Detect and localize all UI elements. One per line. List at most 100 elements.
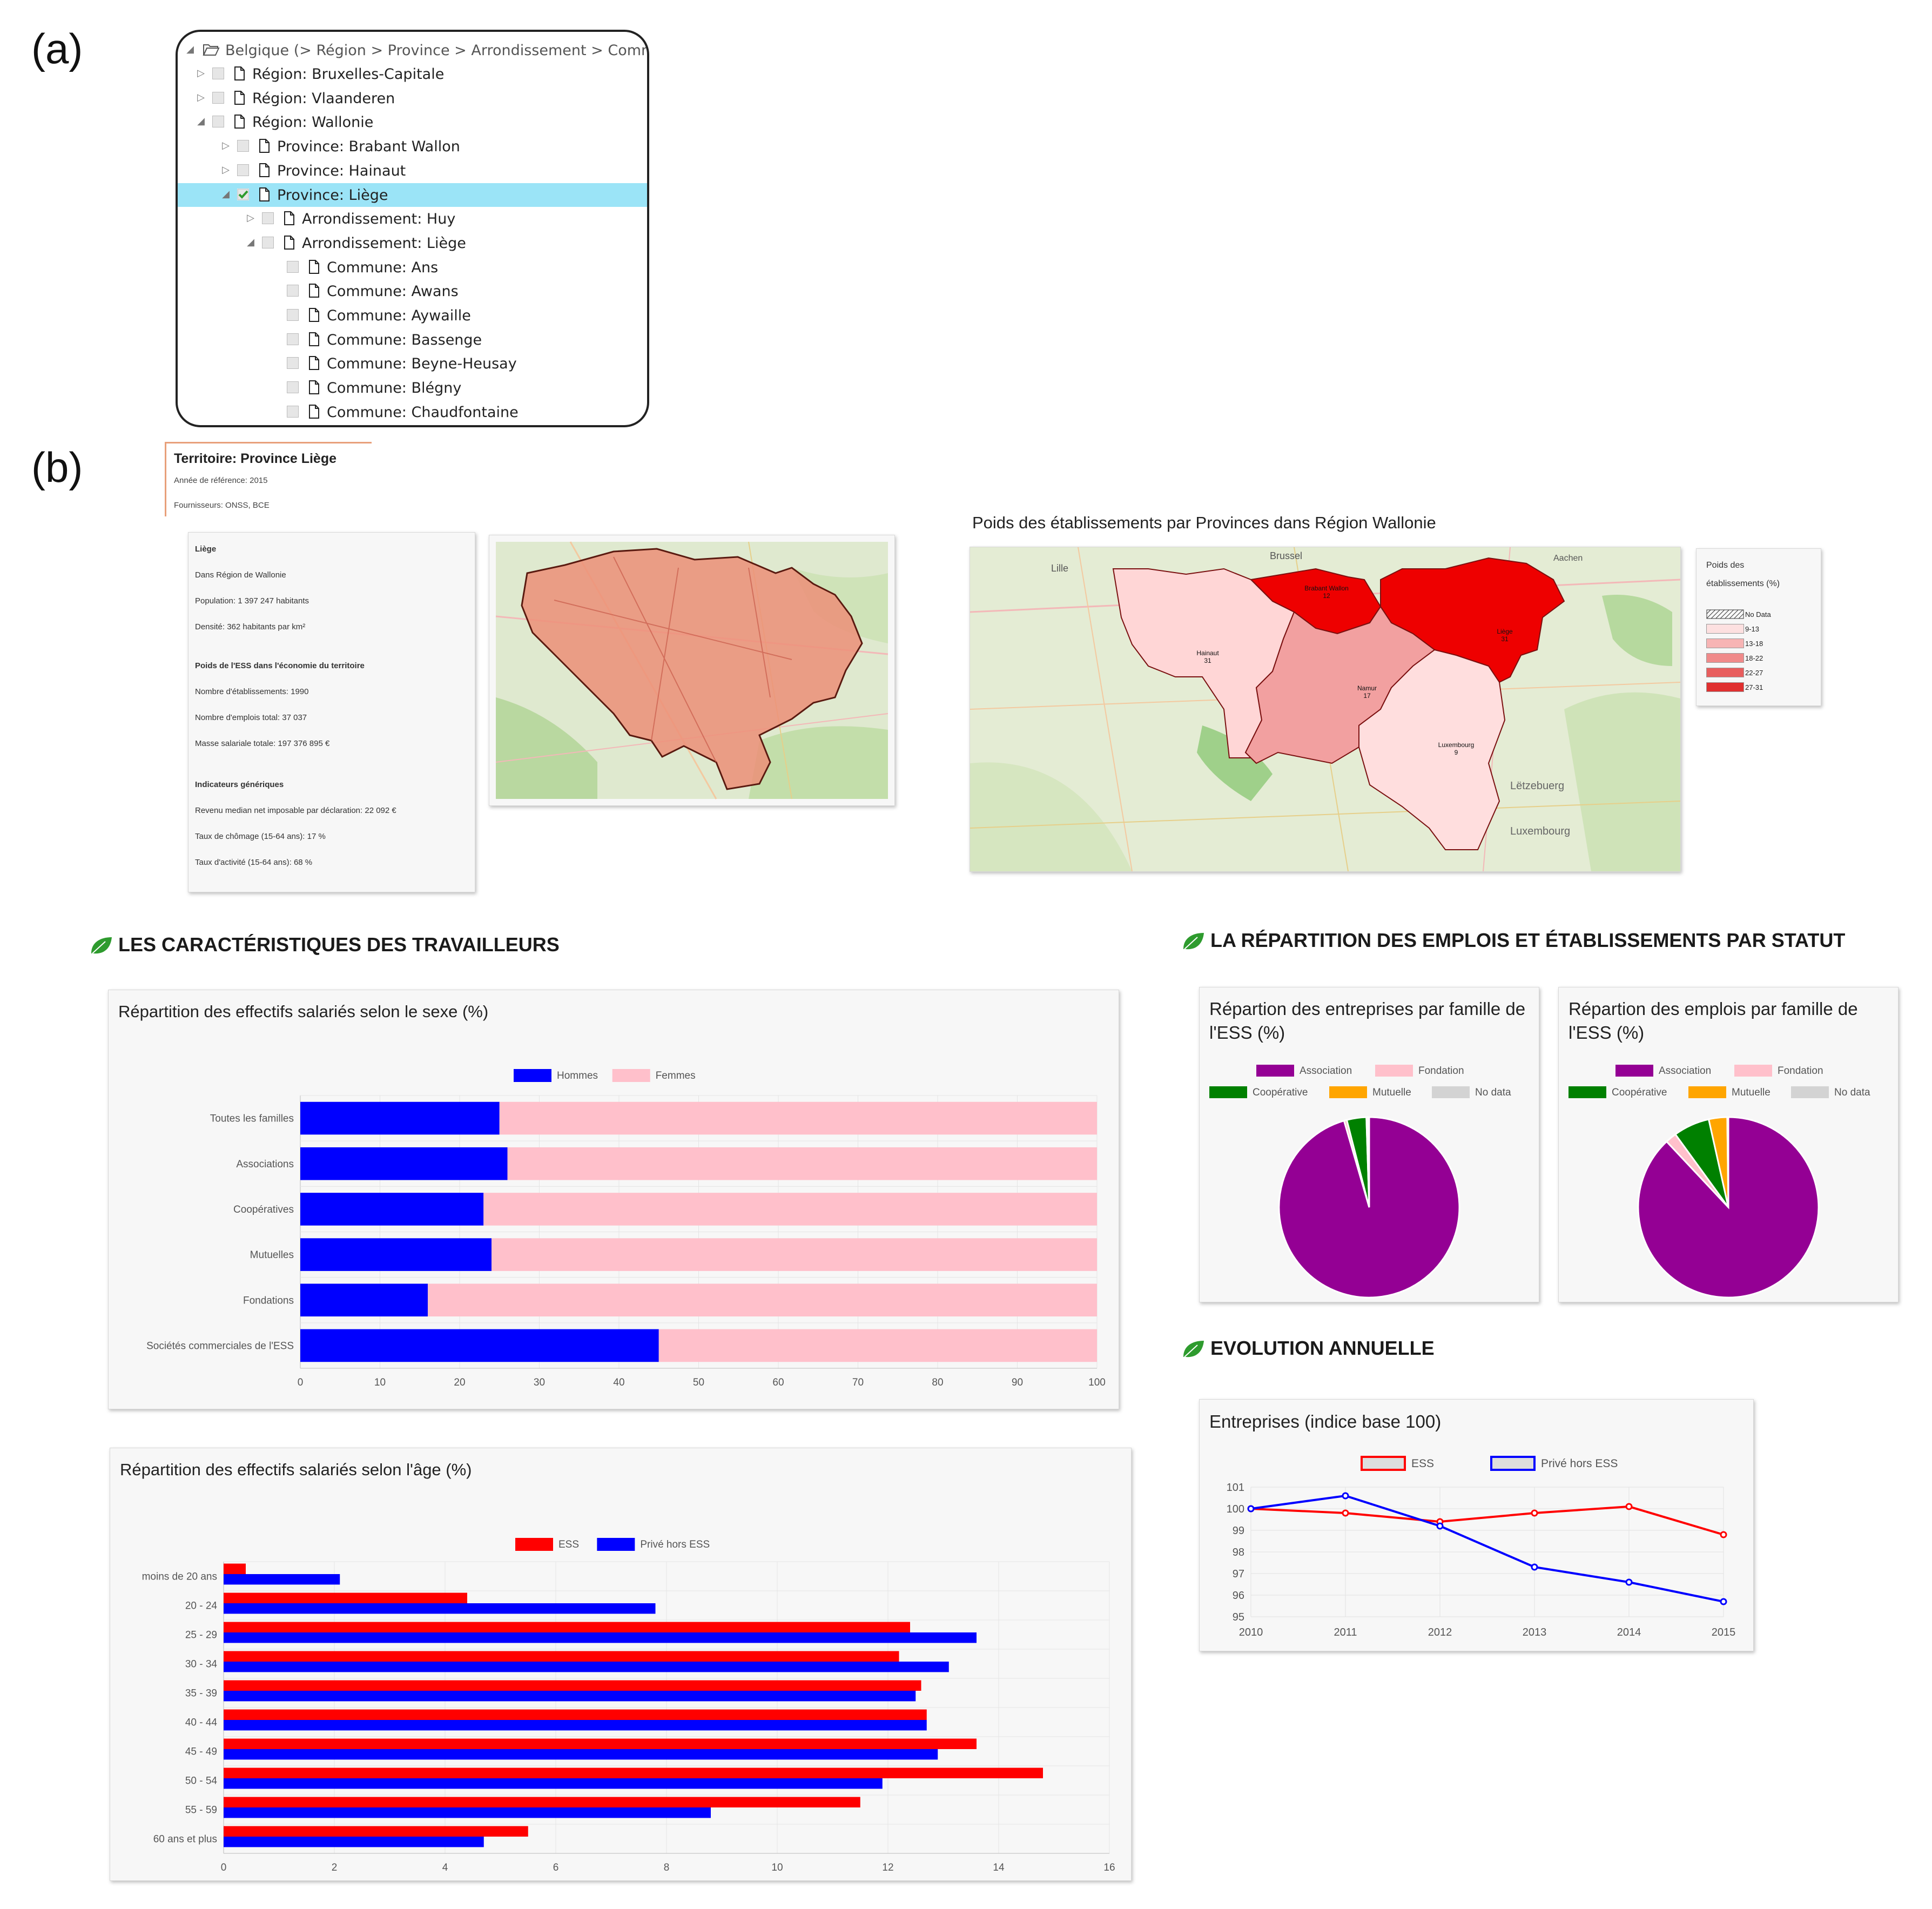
legend-item: No Data bbox=[1706, 609, 1771, 622]
x-tick-label: 2011 bbox=[1334, 1626, 1357, 1638]
checkbox[interactable] bbox=[237, 164, 249, 176]
document-icon bbox=[309, 380, 319, 395]
tree-item[interactable]: ▷ Province: Brabant Wallon bbox=[178, 135, 647, 158]
tree-item[interactable]: ◢ Arrondissement: Liège bbox=[178, 231, 647, 255]
category-label: 25 - 29 bbox=[185, 1630, 217, 1641]
place-label: Aachen bbox=[1553, 554, 1583, 563]
checkbox[interactable] bbox=[287, 333, 299, 345]
tree-item[interactable]: Commune: Beyne-Heusay bbox=[178, 352, 647, 375]
expand-icon[interactable]: ▷ bbox=[197, 68, 205, 79]
legend-label: No data bbox=[1834, 1087, 1870, 1098]
collapse-icon[interactable]: ◢ bbox=[186, 44, 194, 55]
pie-jobs-card: Répartion des emplois par famille de l'E… bbox=[1558, 987, 1899, 1302]
tree-item-label: Commune: Blégny bbox=[327, 380, 462, 397]
category-label: 35 - 39 bbox=[185, 1688, 217, 1699]
tree-item[interactable]: ▷ Arrondissement: Huy bbox=[178, 207, 647, 231]
collapse-icon[interactable]: ◢ bbox=[247, 236, 254, 248]
age-chart-card: Répartition des effectifs salariés selon… bbox=[110, 1448, 1132, 1881]
category-label: 50 - 54 bbox=[185, 1776, 218, 1787]
collapse-icon[interactable]: ◢ bbox=[197, 116, 205, 127]
tree-item[interactable]: ▷ Région: Vlaanderen bbox=[178, 86, 647, 110]
evolution-chart-card: Entreprises (indice base 100) ESS Privé h… bbox=[1199, 1399, 1754, 1651]
legend-swatch bbox=[1490, 1456, 1536, 1471]
data-point bbox=[1625, 1578, 1633, 1586]
leaf-icon bbox=[1183, 1341, 1204, 1358]
legend-swatch bbox=[1688, 1086, 1726, 1098]
legend-swatch bbox=[597, 1538, 635, 1551]
tree-item[interactable]: ◢ Région: Wallonie bbox=[178, 110, 647, 134]
tree-root[interactable]: ◢ Belgique (> Région > Province > Arrond… bbox=[178, 38, 647, 62]
collapse-icon[interactable]: ◢ bbox=[222, 188, 230, 200]
document-icon bbox=[309, 284, 319, 298]
tree-item-label: Région: Bruxelles-Capitale bbox=[252, 66, 445, 83]
bar bbox=[224, 1709, 927, 1720]
tree-item[interactable]: Commune: Ans bbox=[178, 256, 647, 279]
category-label: 45 - 49 bbox=[185, 1746, 217, 1758]
checkbox[interactable] bbox=[287, 285, 299, 297]
checkbox[interactable] bbox=[287, 381, 299, 394]
x-tick-label: 2012 bbox=[1428, 1626, 1452, 1638]
legend-label: Femmes bbox=[656, 1070, 696, 1081]
checkbox[interactable] bbox=[212, 91, 224, 104]
bar-femmes bbox=[483, 1193, 1097, 1226]
legend-swatch bbox=[1706, 682, 1744, 692]
reference-year: Année de référence: 2015 bbox=[174, 476, 268, 485]
bar bbox=[224, 1691, 916, 1702]
checkbox[interactable] bbox=[287, 309, 299, 321]
tree-item[interactable]: ▷ Province: Hainaut bbox=[178, 159, 647, 183]
legend-label: No Data bbox=[1745, 610, 1771, 619]
data-point bbox=[1531, 1563, 1538, 1571]
tree-item-label: Province: Hainaut bbox=[277, 162, 406, 179]
checkbox[interactable] bbox=[262, 236, 274, 248]
tree-item[interactable]: Commune: Bassenge bbox=[178, 328, 647, 352]
legend-item: 13-18 bbox=[1706, 638, 1763, 651]
legend-label: Hommes bbox=[557, 1070, 598, 1081]
tree-item[interactable]: Commune: Chaudfontaine bbox=[178, 400, 647, 424]
legend-title-line2: établissements (%) bbox=[1706, 579, 1780, 588]
region-map[interactable]: Brabant Wallon 12 Hainaut 31 Liège 31 Na… bbox=[970, 547, 1681, 872]
tree-item[interactable]: ◢ Province: Liège bbox=[178, 183, 647, 207]
bar bbox=[224, 1738, 977, 1749]
tree-item[interactable]: Commune: Awans bbox=[178, 279, 647, 303]
tree-item-label: Région: Vlaanderen bbox=[252, 90, 395, 107]
expand-icon[interactable]: ▷ bbox=[197, 91, 205, 103]
expand-icon[interactable]: ▷ bbox=[222, 140, 230, 152]
document-icon bbox=[259, 163, 270, 177]
territory-info-card: Liège Dans Région de Wallonie Population… bbox=[188, 532, 475, 892]
category-label: moins de 20 ans bbox=[142, 1571, 217, 1583]
checkbox[interactable] bbox=[237, 140, 249, 152]
pie-enterprises-chart: Association Fondation Coopérative Mutuelle N… bbox=[1209, 1065, 1511, 1299]
tree-item[interactable]: Commune: Blégny bbox=[178, 376, 647, 400]
document-icon bbox=[259, 187, 270, 201]
bar-hommes bbox=[300, 1147, 508, 1180]
expand-icon[interactable]: ▷ bbox=[247, 212, 254, 224]
document-icon bbox=[284, 211, 294, 226]
checkbox[interactable] bbox=[212, 68, 224, 79]
legend-label: 9-13 bbox=[1745, 624, 1760, 633]
x-tick-label: 100 bbox=[1088, 1377, 1106, 1388]
x-tick-label: 60 bbox=[772, 1377, 784, 1388]
checkbox-checked-icon[interactable] bbox=[237, 188, 249, 200]
evolution-chart-title: Entreprises (indice base 100) bbox=[1209, 1411, 1442, 1431]
checkbox[interactable] bbox=[287, 357, 299, 369]
province-label-name: Liège bbox=[1497, 628, 1513, 635]
tree-item[interactable]: Commune: Aywaille bbox=[178, 304, 647, 327]
x-tick-label: 16 bbox=[1103, 1862, 1115, 1873]
province-label-value: 9 bbox=[1455, 749, 1458, 756]
region-map-canvas[interactable]: Brabant Wallon 12 Hainaut 31 Liège 31 Na… bbox=[970, 547, 1681, 872]
y-tick-label: 98 bbox=[1233, 1547, 1244, 1558]
checkbox[interactable] bbox=[287, 260, 299, 273]
province-map-canvas[interactable] bbox=[489, 535, 894, 805]
province-luxembourg[interactable] bbox=[1358, 649, 1506, 850]
checkbox[interactable] bbox=[212, 116, 224, 128]
legend-label: Association bbox=[1659, 1065, 1711, 1077]
province-map[interactable] bbox=[489, 535, 895, 806]
tree-item[interactable]: ▷ Région: Bruxelles-Capitale bbox=[178, 62, 647, 86]
leaf-icon bbox=[1183, 933, 1204, 950]
expand-icon[interactable]: ▷ bbox=[222, 164, 230, 176]
y-tick-label: 100 bbox=[1227, 1503, 1244, 1515]
legend-swatch bbox=[1209, 1086, 1247, 1098]
checkbox[interactable] bbox=[262, 212, 274, 225]
pie-slice bbox=[1726, 1116, 1729, 1208]
checkbox[interactable] bbox=[287, 405, 299, 418]
